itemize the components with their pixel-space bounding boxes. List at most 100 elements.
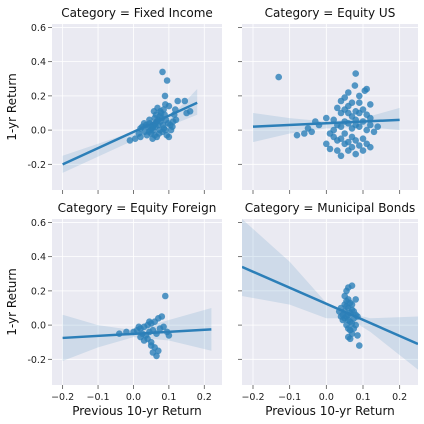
x-tick-label: 0.2 [197,392,212,403]
data-point [351,82,359,89]
data-point [348,143,356,151]
data-point [352,150,360,158]
data-point [157,108,164,115]
data-point [137,333,144,341]
data-point [186,108,194,115]
data-point [348,282,356,290]
data-point [162,126,169,134]
x-axis-label-left: Previous 10-yr Return [72,404,202,418]
y-axis-label-bottom: 1-yr Return [5,268,19,335]
confidence-band [62,89,198,173]
data-point [174,97,181,105]
data-point [323,114,330,122]
panel-municipal-bonds: −0.2 −0.1 0.0 0.1 0.2 Category = Municipal B… [238,201,418,403]
x-tick-label: 0.1 [161,392,176,403]
data-point [359,135,367,142]
data-point [345,102,352,110]
data-point [147,342,155,349]
panel-title: Category = Equity Foreign [58,201,217,215]
regression-line [242,265,418,346]
x-tick-label: −0.1 [278,392,301,403]
panel-background [242,219,418,385]
data-point [135,323,143,331]
x-tick-label: 0.2 [392,392,407,403]
panel-fixed-income: -0.2 0.0 0.2 0.4 0.6 Category = Fixed Income [27,6,222,194]
data-point [167,126,175,134]
regression-line [62,101,198,166]
data-point [330,126,338,134]
panel-equity-foreign: -0.2 0.0 0.2 0.4 0.6 −0.2 −0.1 0.0 0.1 0.2 Categ… [27,201,222,403]
data-point [172,116,180,124]
data-point [352,137,360,144]
data-point [356,123,363,130]
panel-background [52,219,222,385]
data-point [301,130,308,137]
panel-equity-us: Category = Equity US [238,6,418,194]
y-tick-label: 0.0 [31,321,46,332]
data-point [367,114,374,122]
data-point [363,85,371,93]
y-tick-label: 0.6 [31,218,46,229]
data-point [304,125,312,132]
data-point [337,123,345,130]
data-point [137,133,144,141]
data-point [352,321,360,329]
data-point [181,97,189,105]
x-tick-label: −0.2 [241,392,264,403]
data-point [161,92,169,100]
data-point [131,135,139,142]
data-point [275,73,283,81]
data-point [345,89,352,96]
x-tick-label: −0.1 [87,392,110,403]
regression-line [252,118,400,128]
x-tick-label: 0.1 [355,392,370,403]
data-point [374,123,382,130]
data-point [341,130,349,137]
data-point [356,342,363,349]
data-point [160,323,167,331]
data-point [348,301,356,308]
data-point [159,68,166,76]
panel-background [242,24,418,190]
data-point [356,142,363,149]
regression-line [62,328,212,340]
data-point [155,347,162,355]
data-point [334,147,341,154]
y-tick-label: 0.2 [31,91,46,102]
data-point [326,145,334,153]
y-tick-label: -0.2 [27,160,46,171]
y-tick-label: 0.2 [31,286,46,297]
data-point [163,77,171,84]
data-point [352,296,360,303]
y-tick-label: 0.0 [31,126,46,137]
y-tick-label: 0.6 [31,23,46,34]
data-point [367,143,374,151]
confidence-band [242,219,418,370]
x-axis-label-right: Previous 10-yr Return [265,404,395,418]
data-point [363,126,371,134]
data-point [334,104,341,112]
data-point [343,287,350,295]
data-point [126,137,134,144]
data-point [146,318,153,326]
y-tick-label: 0.4 [31,252,46,263]
data-point [352,70,360,77]
data-point [293,131,301,139]
data-point [323,140,330,148]
data-point [345,138,352,146]
data-point [367,101,374,108]
data-point [337,313,345,320]
data-point [162,292,169,300]
data-point [354,332,361,339]
data-point [159,121,167,129]
panel-title: Category = Equity US [265,6,396,20]
data-point [149,135,156,142]
data-point [165,332,173,339]
y-tick-label: -0.2 [27,355,46,366]
data-point [153,352,160,360]
x-tick-label: 0.0 [319,392,334,403]
data-point [165,133,173,141]
panel-title: Category = Fixed Income [61,6,213,20]
y-tick-label: 0.4 [31,57,46,68]
